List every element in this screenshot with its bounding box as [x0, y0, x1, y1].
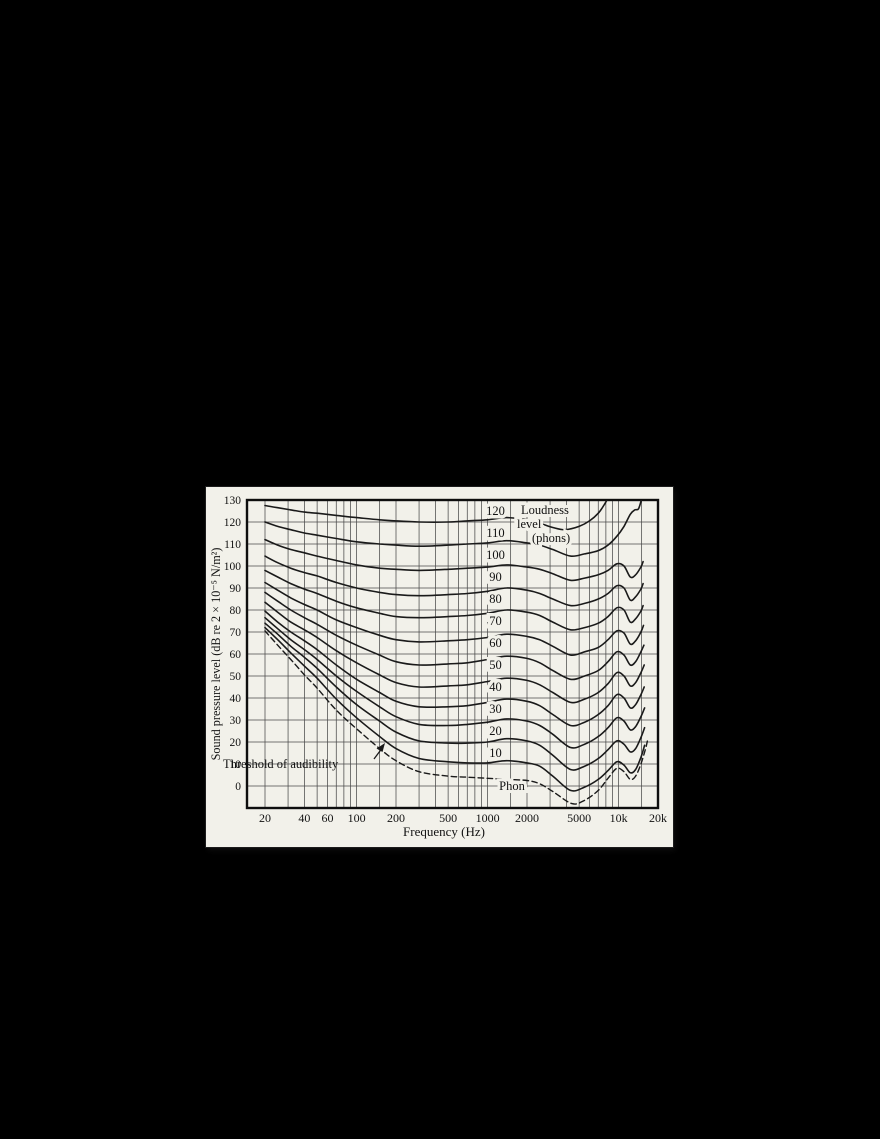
legend-line-2: level — [517, 517, 542, 531]
curve-60-phon — [264, 591, 645, 681]
y-tick-40: 40 — [230, 693, 242, 705]
threshold-arrow-icon — [373, 743, 385, 760]
phon-label: Phon — [499, 779, 525, 793]
threshold-annotation: Threshold of audibility — [223, 743, 385, 771]
y-tick-20: 20 — [230, 737, 242, 749]
curve-label-60: 60 — [489, 636, 502, 650]
curve-label-20: 20 — [489, 724, 502, 738]
curve-label-110: 110 — [486, 526, 504, 540]
curve-20-phon — [264, 622, 646, 771]
legend-line-1: Loudness — [521, 503, 569, 517]
curve-120-phon — [264, 500, 608, 531]
threshold-label: Threshold of audibility — [223, 757, 339, 771]
x-tick-60: 60 — [322, 811, 334, 825]
y-tick-0: 0 — [235, 781, 241, 793]
x-tick-2000: 2000 — [515, 811, 539, 825]
curve-labels: 10 20 30 40 50 60 70 80 90 100 110 120 — [483, 500, 509, 763]
curve-label-90: 90 — [489, 570, 502, 584]
curve-label-120: 120 — [486, 504, 505, 518]
curve-label-10: 10 — [489, 746, 502, 760]
grid — [247, 500, 659, 808]
curve-label-80: 80 — [489, 592, 502, 606]
x-tick-20: 20 — [259, 811, 271, 825]
y-tick-90: 90 — [230, 583, 242, 595]
curve-30-phon — [264, 616, 646, 749]
curve-label-70: 70 — [489, 614, 502, 628]
y-tick-60: 60 — [230, 649, 242, 661]
x-axis-ticks: 20 40 60 100 200 500 1000 2000 5000 10k 20k — [259, 811, 667, 825]
curve-label-30: 30 — [489, 702, 502, 716]
y-tick-80: 80 — [230, 605, 242, 617]
curve-100-phon — [264, 538, 644, 582]
curve-40-phon — [264, 610, 645, 727]
x-tick-100: 100 — [348, 811, 366, 825]
y-tick-70: 70 — [230, 627, 242, 639]
y-tick-120: 120 — [224, 517, 242, 529]
y-tick-130: 130 — [224, 495, 242, 507]
curve-70-phon — [264, 581, 645, 657]
curve-50-phon — [264, 601, 645, 704]
chart-panel: 130 120 110 100 90 80 70 60 50 40 30 20 10 0 20 40 60 100… — [206, 487, 673, 847]
loudness-curves — [264, 500, 649, 805]
curve-threshold-of-audibility — [264, 630, 649, 805]
x-tick-40: 40 — [298, 811, 310, 825]
curve-80-phon — [264, 569, 644, 631]
y-tick-30: 30 — [230, 715, 242, 727]
curve-10-phon — [264, 626, 646, 792]
curve-label-50: 50 — [489, 658, 502, 672]
curve-90-phon — [264, 555, 644, 607]
y-tick-100: 100 — [224, 561, 242, 573]
x-tick-1000: 1000 — [476, 811, 500, 825]
y-tick-10: 10 — [230, 759, 242, 771]
x-tick-5000: 5000 — [567, 811, 591, 825]
x-tick-200: 200 — [387, 811, 405, 825]
y-axis-title: Sound pressure level (dB re 2 × 10⁻⁵ N/m… — [209, 548, 223, 761]
plot-frame — [245, 498, 660, 810]
curve-110-phon — [264, 500, 643, 558]
phon-annotation: Phon — [496, 776, 528, 796]
y-tick-50: 50 — [230, 671, 242, 683]
y-tick-110: 110 — [224, 539, 241, 551]
x-tick-500: 500 — [439, 811, 457, 825]
curve-label-100: 100 — [486, 548, 505, 562]
curve-label-40: 40 — [489, 680, 502, 694]
x-tick-20k: 20k — [649, 811, 667, 825]
legend-line-3: (phons) — [532, 531, 570, 545]
x-tick-10k: 10k — [610, 811, 628, 825]
x-axis-title: Frequency (Hz) — [403, 824, 485, 839]
